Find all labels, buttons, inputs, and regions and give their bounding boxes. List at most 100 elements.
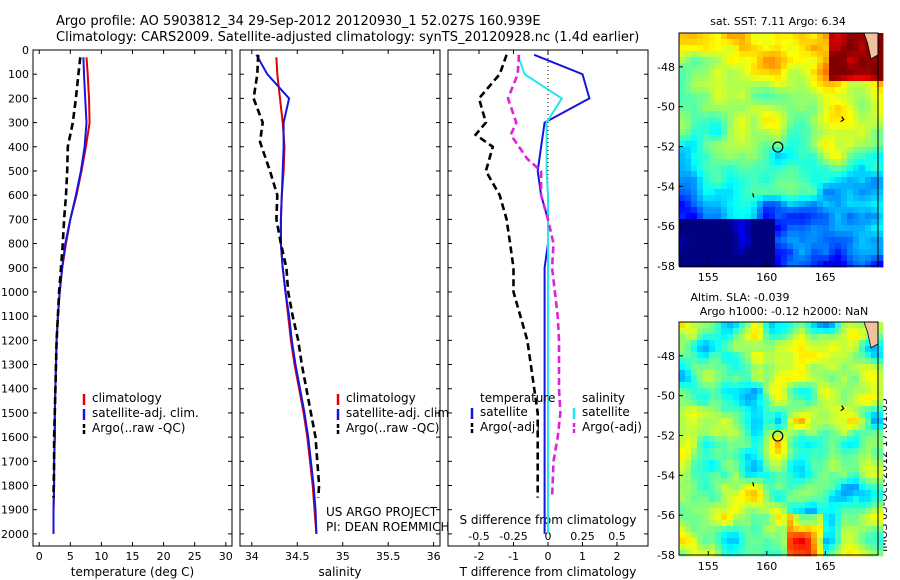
top-axis-tick-label: -0.25 [499, 530, 527, 543]
x-axis-label: temperature (deg C) [71, 565, 194, 579]
profile-panel-3: -2 -1 0 1 2 T difference from climatology -0.5… [447, 49, 649, 579]
map-panel-2: -48 -50 -52 -54 -56 -58 155 160 165 Altim. SLA: -… [657, 291, 884, 573]
series-line-argo-adj--temperature [473, 54, 540, 498]
map-field [679, 33, 884, 268]
legend-entry: satellite [582, 405, 630, 419]
y-tick-label: -48 [657, 61, 675, 74]
y-tick-label: -52 [657, 430, 675, 443]
y-tick-label: -54 [657, 180, 675, 193]
y-tick-label: -48 [657, 350, 675, 363]
legend-entry: Argo(-adj) [582, 420, 642, 434]
x-tick-label: 2 [613, 550, 620, 563]
y-tick-label: 1100 [1, 310, 29, 323]
argo-position-marker [772, 430, 784, 442]
y-tick-label: -58 [657, 260, 675, 273]
legend-entry: climatology [92, 391, 162, 405]
x-tick-label: 34.5 [285, 550, 310, 563]
x-tick-label: 155 [698, 271, 719, 284]
y-tick-label: -58 [657, 549, 675, 562]
legend-entry: climatology [346, 391, 416, 405]
map-frame [678, 321, 879, 556]
y-tick-label: 1300 [1, 359, 29, 372]
pi-annotation: PI: DEAN ROEMMICH [326, 520, 449, 534]
y-tick-label: 0 [22, 44, 29, 57]
x-tick-label: -1 [508, 550, 519, 563]
legend-group-title: salinity [582, 391, 625, 405]
x-tick-label: -2 [474, 550, 485, 563]
profile-panel-1: 0100200300400500600700800900100011001200… [1, 44, 233, 579]
top-axis-tick-label: -0.5 [468, 530, 489, 543]
series-line-satellite-adj-clim- [255, 54, 318, 534]
x-tick-label: 25 [188, 550, 202, 563]
y-tick-label: 1400 [1, 383, 29, 396]
series-line-satellite-salinity [516, 54, 564, 534]
island-marker [840, 405, 845, 412]
x-tick-label: 15 [126, 550, 140, 563]
legend-entry: Argo(..raw -QC) [92, 421, 185, 435]
map-subtitle: Argo h1000: -0.12 h2000: NaN [700, 305, 869, 318]
x-tick-label: 155 [698, 560, 719, 573]
argo-position-marker [772, 141, 784, 153]
x-axis-label: T difference from climatology [459, 565, 637, 579]
y-tick-label: 400 [8, 141, 29, 154]
legend-group-title: temperature [480, 391, 555, 405]
top-axis-tick-label: 0 [545, 530, 552, 543]
x-tick-label: 30 [219, 550, 233, 563]
y-tick-label: 1900 [1, 504, 29, 517]
project-annotation: US ARGO PROJECT [326, 505, 438, 519]
legend-entry: Argo(..raw -QC) [346, 421, 439, 435]
y-tick-label: 100 [8, 68, 29, 81]
top-axis-tick-label: 0.5 [608, 530, 626, 543]
y-tick-label: -50 [657, 101, 675, 114]
x-tick-label: 36 [427, 550, 441, 563]
x-tick-label: 165 [815, 560, 836, 573]
y-tick-label: 1500 [1, 407, 29, 420]
plot-frame [32, 49, 233, 547]
x-tick-label: 35 [336, 550, 350, 563]
x-tick-label: 5 [67, 550, 74, 563]
y-tick-label: 200 [8, 92, 29, 105]
x-tick-label: 34 [245, 550, 259, 563]
y-tick-label: -52 [657, 141, 675, 154]
y-tick-label: 800 [8, 238, 29, 251]
y-tick-label: 1800 [1, 480, 29, 493]
legend-entry: satellite-adj. clim. [92, 406, 199, 420]
x-tick-label: 10 [94, 550, 108, 563]
series-line-satellite-temperature [533, 53, 591, 534]
y-tick-label: 900 [8, 262, 29, 275]
x-tick-label: 165 [815, 271, 836, 284]
profile-panel-2: 34 34.5 35 35.5 36 salinity climatologysatelli… [239, 49, 453, 579]
island-marker [752, 193, 755, 198]
y-tick-label: 1600 [1, 431, 29, 444]
series-line-argo-raw-qc- [52, 57, 82, 498]
y-tick-label: 700 [8, 213, 29, 226]
y-tick-label: -56 [657, 509, 675, 522]
top-axis-tick-label: 0.25 [570, 530, 595, 543]
island-marker [752, 482, 755, 487]
map-field [679, 322, 884, 557]
map-title: sat. SST: 7.11 Argo: 6.34 [710, 15, 846, 28]
plot-frame [239, 49, 441, 547]
y-tick-label: -50 [657, 390, 675, 403]
y-tick-label: 2000 [1, 528, 29, 541]
map-title: Altim. SLA: -0.039 [690, 291, 789, 304]
y-tick-label: 500 [8, 165, 29, 178]
y-tick-label: 600 [8, 189, 29, 202]
legend-entry: Argo(-adj) [480, 420, 540, 434]
y-tick-label: -56 [657, 220, 675, 233]
x-tick-label: 0 [36, 550, 43, 563]
x-tick-label: 160 [756, 560, 777, 573]
map-panel-1: -48 -50 -52 -54 -56 -58 155 160 165 sat. SST: 7.1… [657, 15, 884, 284]
y-tick-label: 1700 [1, 455, 29, 468]
x-tick-label: 20 [157, 550, 171, 563]
figure-title-line-2: Climatology: CARS2009. Satellite-adjuste… [56, 30, 640, 45]
figure-title-line-1: Argo profile: AO 5903812_34 29-Sep-2012 … [56, 14, 541, 29]
x-tick-label: 0 [545, 550, 552, 563]
x-tick-label: 35.5 [376, 550, 401, 563]
x-tick-label: 1 [579, 550, 586, 563]
y-tick-label: 1200 [1, 334, 29, 347]
map-frame [678, 32, 879, 267]
y-tick-label: -54 [657, 469, 675, 482]
